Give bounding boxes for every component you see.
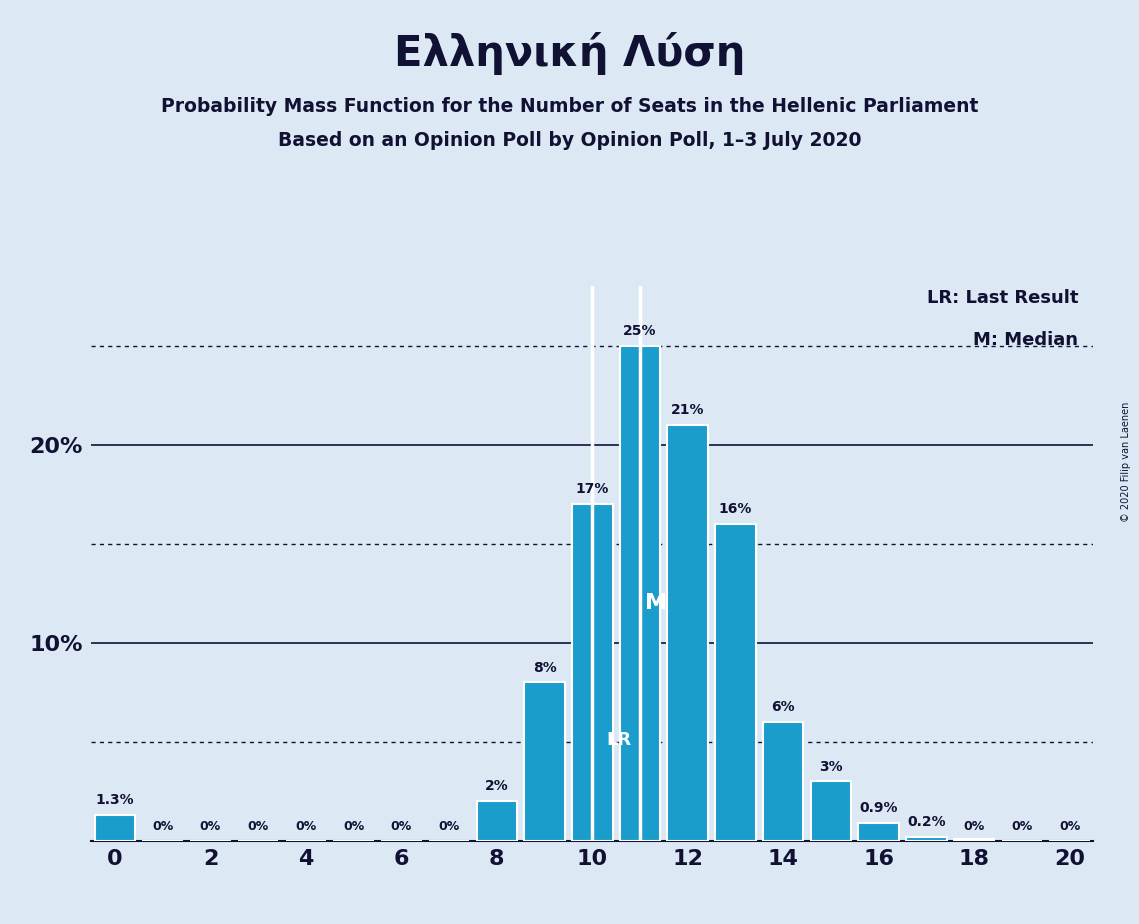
Text: 0%: 0% xyxy=(295,820,317,833)
Text: M: M xyxy=(645,593,667,614)
Text: 0%: 0% xyxy=(247,820,269,833)
Bar xyxy=(476,801,517,841)
Text: 0%: 0% xyxy=(1059,820,1080,833)
Text: M: Median: M: Median xyxy=(974,331,1079,348)
Text: 0%: 0% xyxy=(153,820,173,833)
Text: 0%: 0% xyxy=(391,820,412,833)
Text: 0%: 0% xyxy=(343,820,364,833)
Text: 8%: 8% xyxy=(533,661,557,675)
Text: 25%: 25% xyxy=(623,324,657,338)
Text: 1.3%: 1.3% xyxy=(96,793,134,808)
Text: 0%: 0% xyxy=(964,820,985,833)
Text: LR: LR xyxy=(607,731,632,748)
Text: Probability Mass Function for the Number of Seats in the Hellenic Parliament: Probability Mass Function for the Number… xyxy=(161,97,978,116)
Bar xyxy=(907,837,947,841)
Text: 3%: 3% xyxy=(819,760,843,773)
Text: 0%: 0% xyxy=(199,820,221,833)
Text: Ελληνική Λύση: Ελληνική Λύση xyxy=(394,32,745,76)
Text: 0%: 0% xyxy=(439,820,460,833)
Text: 16%: 16% xyxy=(719,502,752,517)
Bar xyxy=(572,505,613,841)
Text: Based on an Opinion Poll by Opinion Poll, 1–3 July 2020: Based on an Opinion Poll by Opinion Poll… xyxy=(278,131,861,151)
Text: 17%: 17% xyxy=(575,482,609,496)
Bar xyxy=(620,346,661,841)
Text: 0.2%: 0.2% xyxy=(907,815,945,829)
Bar xyxy=(524,683,565,841)
Text: 21%: 21% xyxy=(671,403,705,417)
Bar xyxy=(953,839,994,841)
Text: LR: Last Result: LR: Last Result xyxy=(927,289,1079,307)
Text: 0.9%: 0.9% xyxy=(860,801,898,815)
Bar xyxy=(763,722,803,841)
Text: 2%: 2% xyxy=(485,779,509,794)
Bar xyxy=(667,425,708,841)
Text: 6%: 6% xyxy=(771,700,795,714)
Text: 0%: 0% xyxy=(1011,820,1032,833)
Bar xyxy=(859,823,899,841)
Bar xyxy=(811,782,851,841)
Text: © 2020 Filip van Laenen: © 2020 Filip van Laenen xyxy=(1121,402,1131,522)
Bar xyxy=(95,815,136,841)
Bar xyxy=(715,524,756,841)
